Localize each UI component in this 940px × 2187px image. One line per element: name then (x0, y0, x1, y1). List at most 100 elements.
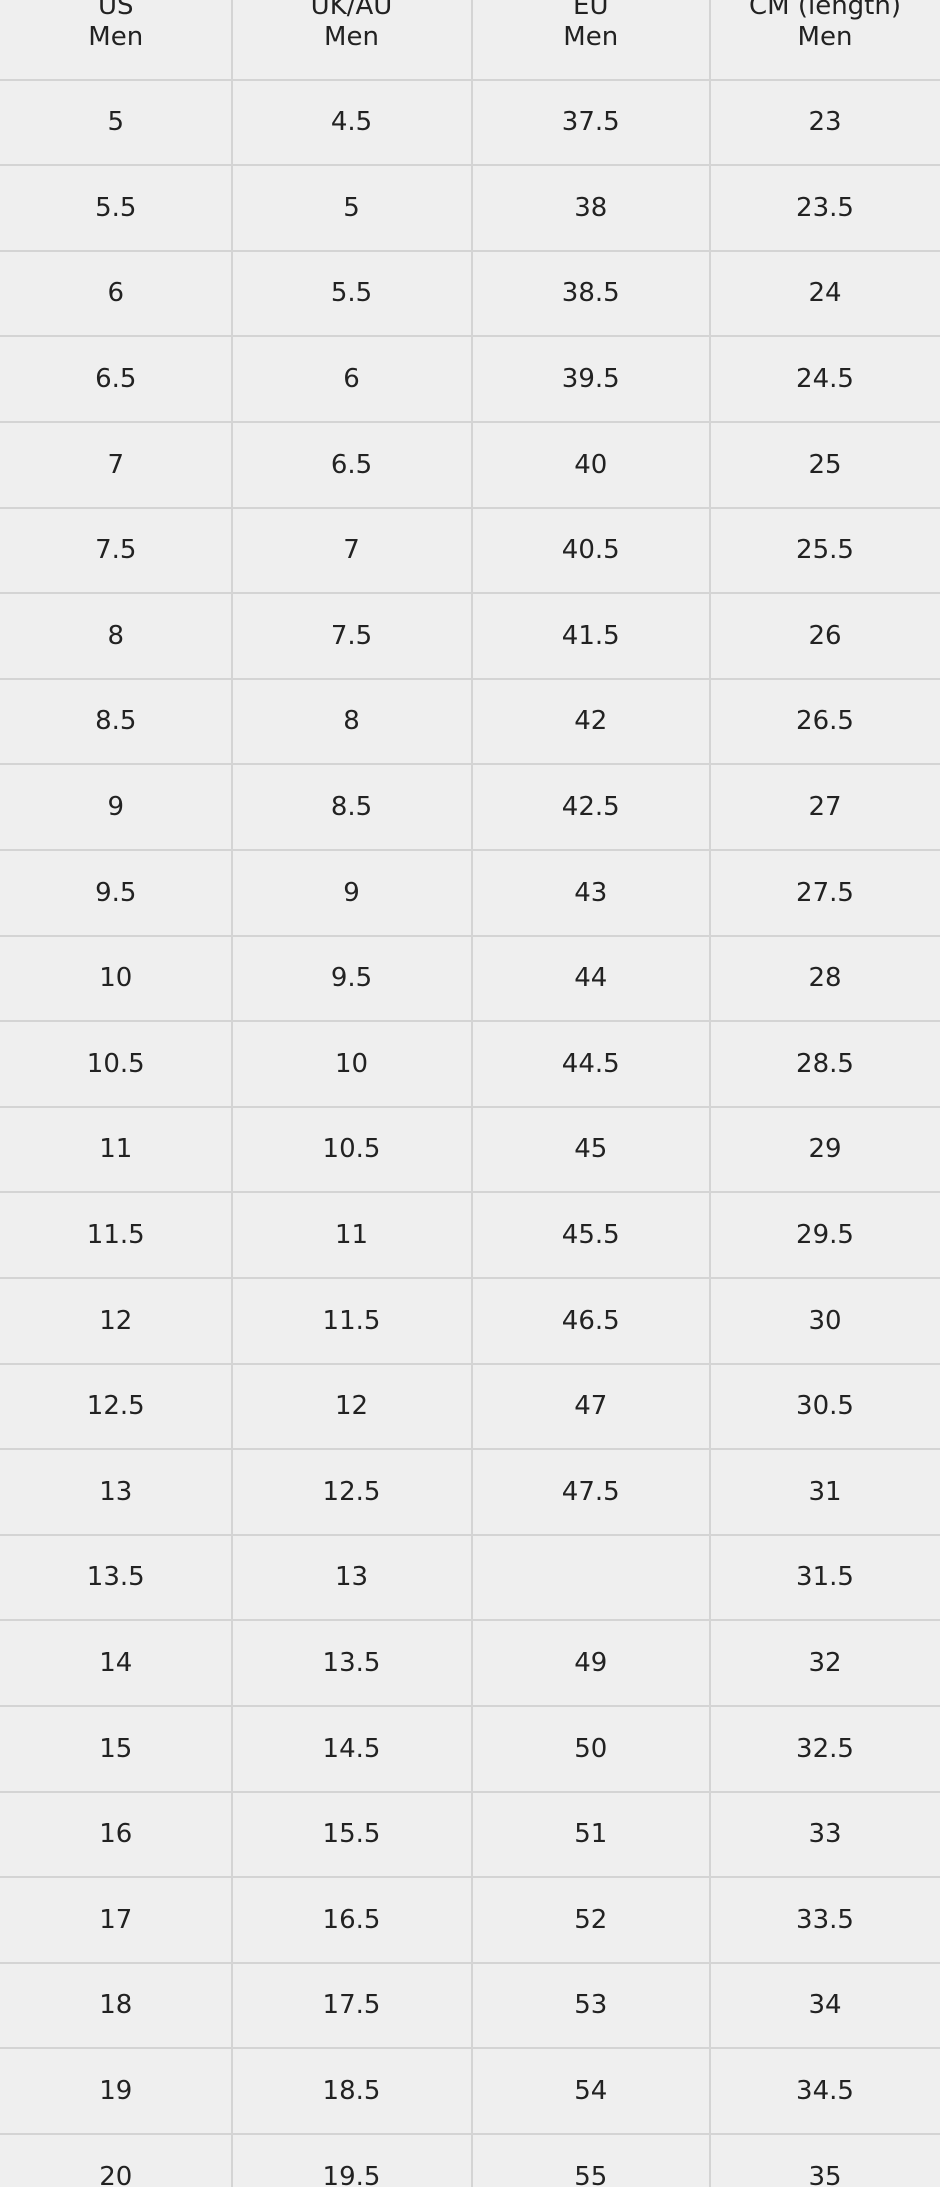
table-cell: 15.5 (322, 1819, 381, 1850)
table-cell: 50 (574, 1733, 608, 1764)
table-cell: 16.5 (322, 1904, 381, 1935)
table-cell: 6 (343, 364, 360, 395)
row-divider (0, 1704, 940, 1707)
table-cell: 29 (808, 1134, 842, 1165)
table-cell: 11 (334, 1220, 369, 1251)
header-label: Men (563, 22, 619, 52)
table-cell: 38.5 (561, 278, 620, 309)
row-divider (0, 1619, 940, 1622)
header-label: Men (324, 22, 379, 52)
table-cell: 15 (99, 1733, 133, 1764)
table-cell: 34 (808, 1990, 842, 2021)
table-cell: 47.5 (561, 1476, 620, 1507)
table-cell: 12 (99, 1305, 133, 1336)
table-cell: 39.5 (561, 364, 620, 395)
row-divider (0, 420, 940, 423)
table-cell: 38 (574, 192, 608, 223)
row-divider (0, 1533, 940, 1536)
table-cell: 14.5 (322, 1733, 381, 1764)
table-cell: 52 (574, 1904, 608, 1935)
row-divider (0, 1362, 940, 1365)
table-cell: 33 (808, 1819, 842, 1850)
row-divider (0, 1105, 940, 1108)
row-divider (0, 1790, 940, 1793)
table-cell: 11 (99, 1134, 133, 1165)
table-cell: 5 (107, 107, 125, 138)
table-cell: 10 (334, 1048, 369, 1079)
table-cell: 49 (574, 1648, 608, 1679)
table-cell: 37.5 (561, 107, 620, 138)
table-cell: 14 (99, 1648, 133, 1679)
table-cell: 6 (107, 278, 125, 309)
header-label: Men (797, 22, 853, 52)
table-cell: 24.5 (796, 364, 854, 395)
table-cell: 45.5 (561, 1220, 620, 1251)
table-cell: 40 (574, 449, 608, 480)
table-cell: 13.5 (86, 1562, 145, 1593)
table-cell: 11.5 (86, 1220, 145, 1251)
table-cell: 16 (99, 1819, 133, 1850)
table-cell: 30 (808, 1305, 842, 1336)
table-cell: 29.5 (796, 1220, 854, 1251)
table-cell: 18.5 (322, 2076, 381, 2107)
table-cell: 11.5 (322, 1305, 381, 1336)
table-cell: 5.5 (330, 278, 373, 309)
table-cell: 54 (574, 2076, 608, 2107)
row-divider (0, 1448, 940, 1451)
table-cell: 6.5 (330, 449, 373, 480)
row-divider (0, 1020, 940, 1023)
row-divider (0, 934, 940, 937)
table-cell: 26.5 (796, 706, 854, 737)
table-cell: 53 (574, 1990, 608, 2021)
header-label: UK/AU (310, 0, 393, 21)
table-cell: 33.5 (796, 1904, 854, 1935)
row-divider (0, 164, 940, 167)
row-divider (0, 848, 940, 851)
table-cell: 27.5 (796, 877, 854, 908)
column-divider (230, 0, 233, 2187)
table-cell: 23.5 (796, 192, 854, 223)
table-cell: 23 (808, 107, 842, 138)
table-cell: 5.5 (95, 192, 137, 223)
table-cell: 12.5 (322, 1476, 381, 1507)
header-label: US (97, 0, 134, 21)
column-divider (709, 0, 711, 2187)
table-cell: 44.5 (561, 1048, 620, 1079)
row-divider (0, 2047, 940, 2050)
table-cell: 47 (574, 1391, 608, 1422)
table-cell: 28.5 (796, 1048, 854, 1079)
table-cell: 13 (334, 1562, 369, 1593)
row-divider (0, 763, 940, 766)
table-cell: 7.5 (330, 620, 373, 651)
header-label: CM (length) (748, 0, 901, 21)
row-divider (0, 2132, 940, 2135)
table-cell: 34.5 (796, 2076, 854, 2107)
table-cell: 40.5 (561, 535, 620, 566)
row-divider (0, 1191, 940, 1194)
table-cell: 46.5 (561, 1305, 620, 1336)
table-cell: 30.5 (796, 1391, 854, 1422)
table-cell: 25.5 (796, 535, 854, 566)
table-cell: 12.5 (86, 1391, 145, 1422)
table-cell: 28 (808, 963, 842, 994)
header-label: Men (88, 22, 144, 52)
table-cell: 26 (808, 620, 842, 651)
table-cell: 7 (343, 535, 360, 566)
table-cell: 5 (343, 192, 360, 223)
row-divider (0, 506, 940, 509)
row-divider (0, 1276, 940, 1279)
table-cell: 8 (343, 706, 360, 737)
table-cell: 7 (107, 449, 125, 480)
column-divider (470, 0, 473, 2187)
row-divider (0, 677, 940, 680)
table-cell: 6.5 (95, 364, 137, 395)
table-cell: 4.5 (330, 107, 373, 138)
row-divider (0, 249, 940, 252)
table-cell: 13 (99, 1476, 133, 1507)
table-cell: 25 (808, 449, 842, 480)
table-cell: 32.5 (796, 1733, 854, 1764)
table-cell: 19 (99, 2076, 133, 2107)
table-cell: 35 (808, 2161, 842, 2187)
table-cell: 10 (99, 963, 133, 994)
